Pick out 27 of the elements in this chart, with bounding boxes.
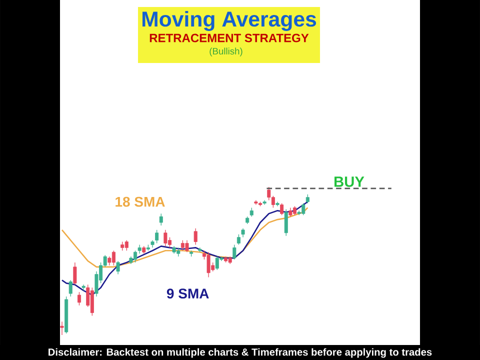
candlestick xyxy=(112,250,116,266)
candlestick xyxy=(185,240,189,252)
candlestick xyxy=(159,213,163,226)
text: Disclaimer: Backtest on multiple charts & Timeframes before applying to trades xyxy=(48,348,432,358)
candlestick xyxy=(236,234,240,246)
candlestick xyxy=(164,230,168,247)
ref-line-label: BUY xyxy=(334,176,364,187)
candlestick xyxy=(77,292,81,306)
text: 18 SMA xyxy=(116,196,165,207)
text: (Bullish) xyxy=(210,48,242,56)
candlestick xyxy=(124,240,128,251)
candlestick xyxy=(116,260,120,275)
candlestick xyxy=(194,228,198,246)
chart-title: Moving Averages xyxy=(142,11,316,31)
candlestick xyxy=(280,202,284,216)
chart-subtitle: RETRACEMENT STRATEGY xyxy=(150,34,309,42)
candlestick xyxy=(267,186,271,201)
candlestick xyxy=(284,208,288,236)
candlestick xyxy=(232,244,236,260)
candlestick xyxy=(68,280,72,297)
candlestick xyxy=(82,284,86,291)
candlestick xyxy=(155,230,159,244)
candlestick xyxy=(206,252,210,278)
candlestick xyxy=(73,262,77,285)
candlestick xyxy=(90,287,94,316)
text: 9 SMA xyxy=(166,288,209,299)
candlestick xyxy=(60,321,64,336)
